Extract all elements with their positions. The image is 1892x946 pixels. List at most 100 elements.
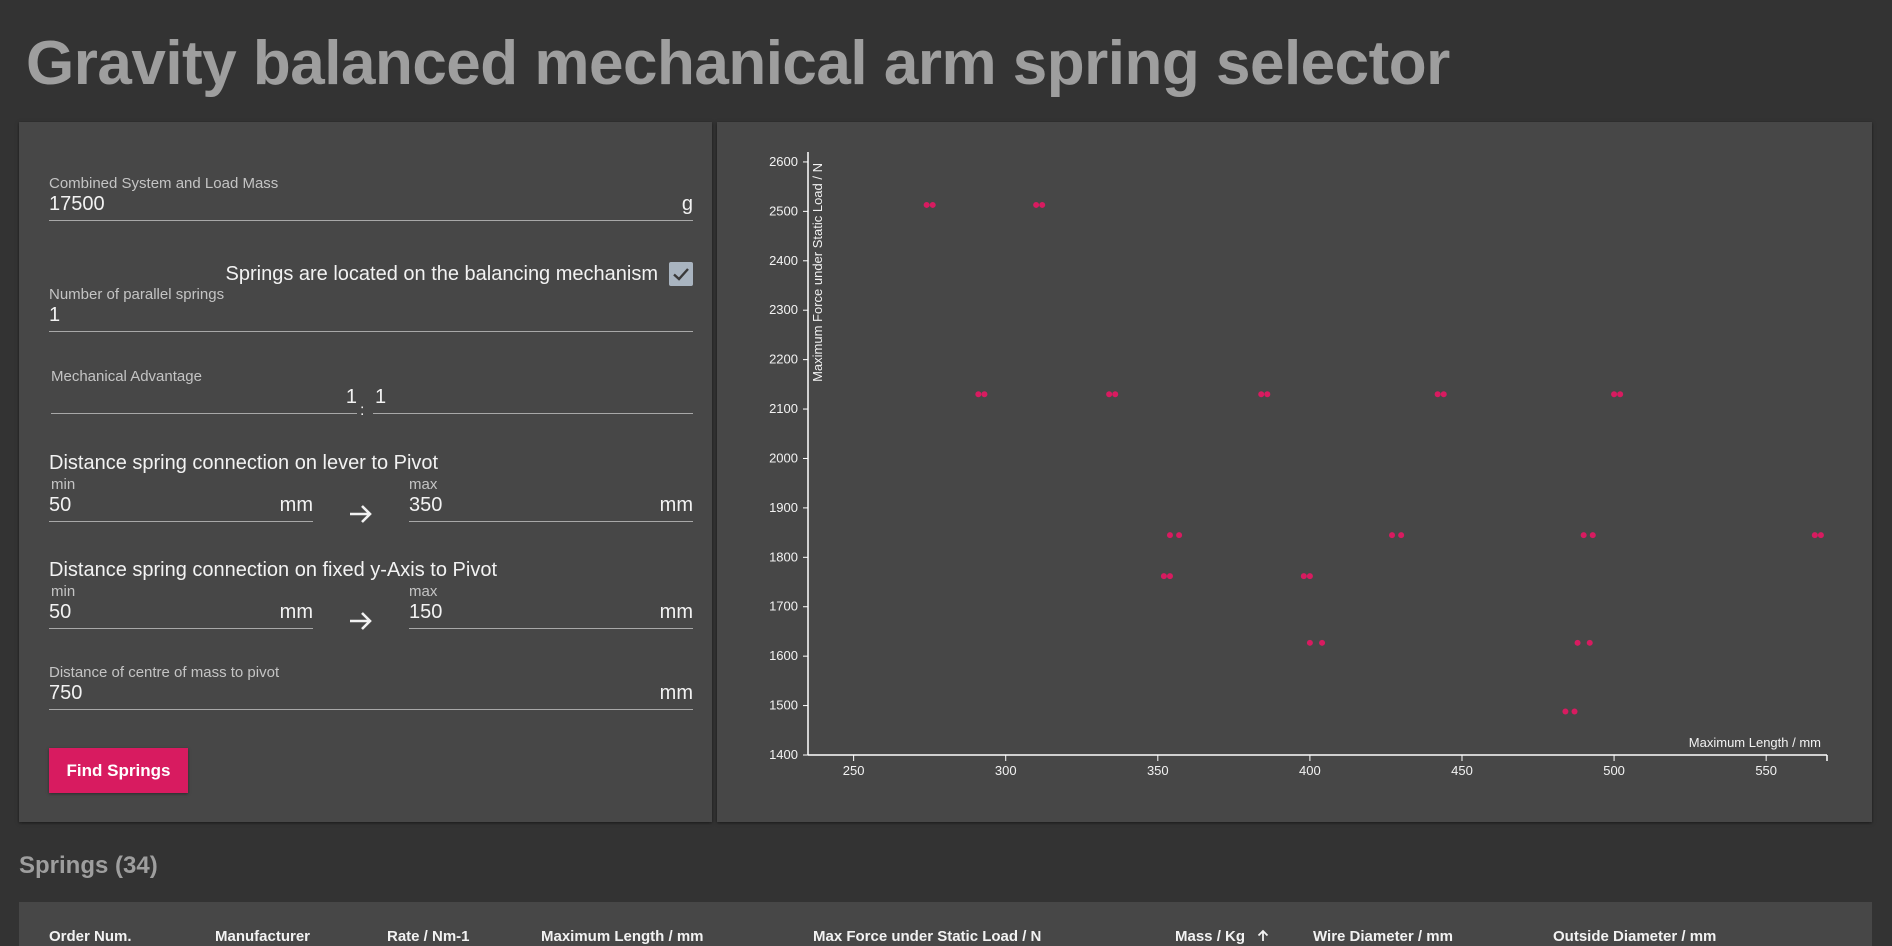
lever-min-value: 50 xyxy=(49,494,72,516)
column-outside-diameter[interactable]: Outside Diameter / mm xyxy=(1553,928,1717,945)
springs-on-mechanism-row[interactable]: Springs are located on the balancing mec… xyxy=(49,260,693,290)
arrow-right-icon xyxy=(350,612,372,630)
scatter-point xyxy=(1258,391,1265,398)
scatter-point xyxy=(1300,573,1307,580)
mechanical-advantage-right-input[interactable]: 1 xyxy=(373,384,693,414)
lever-min-field[interactable]: min 50 mm xyxy=(49,476,313,522)
lever-min-label: min xyxy=(51,476,76,493)
yaxis-max-input[interactable]: 150 mm xyxy=(409,599,693,629)
y-tick-label: 2100 xyxy=(769,401,798,416)
y-axis-label: Maximum Force under Static Load / N xyxy=(810,163,825,382)
yaxis-max-label: max xyxy=(409,583,438,600)
springs-on-mechanism-label: Springs are located on the balancing mec… xyxy=(225,263,658,285)
scatter-point xyxy=(923,201,930,208)
y-tick-label: 1400 xyxy=(769,747,798,762)
lever-max-value: 350 xyxy=(409,494,443,516)
column-order-num[interactable]: Order Num. xyxy=(49,928,132,945)
column-rate[interactable]: Rate / Nm-1 xyxy=(387,928,470,945)
scatter-point xyxy=(1440,391,1447,398)
yaxis-min-input[interactable]: 50 mm xyxy=(49,599,313,629)
scatter-point xyxy=(1106,391,1113,398)
parallel-springs-label: Number of parallel springs xyxy=(49,286,225,303)
scatter-point xyxy=(1039,201,1046,208)
scatter-point xyxy=(1264,391,1271,398)
lever-max-field[interactable]: max 350 mm xyxy=(409,476,693,522)
yaxis-max-unit: mm xyxy=(659,601,693,623)
scatter-point xyxy=(1571,708,1578,715)
mass-value: 17500 xyxy=(49,193,105,215)
mechanical-advantage-separator: : xyxy=(360,402,365,419)
y-tick-label: 2000 xyxy=(769,450,798,465)
parameters-panel: Combined System and Load Mass 17500 g Sp… xyxy=(19,122,712,822)
column-max-length[interactable]: Maximum Length / mm xyxy=(541,928,704,945)
yaxis-max-value: 150 xyxy=(409,601,443,623)
scatter-point xyxy=(1398,532,1405,539)
scatter-point xyxy=(1580,532,1587,539)
page-title: Gravity balanced mechanical arm spring s… xyxy=(26,29,1450,98)
mass-field[interactable]: Combined System and Load Mass 17500 g xyxy=(49,175,693,221)
x-tick-label: 350 xyxy=(1147,763,1169,778)
scatter-point xyxy=(1160,573,1167,580)
lever-min-input[interactable]: 50 mm xyxy=(49,492,313,522)
centre-mass-field[interactable]: Distance of centre of mass to pivot 750 … xyxy=(49,664,693,710)
scatter-point xyxy=(1589,532,1596,539)
yaxis-min-field[interactable]: min 50 mm xyxy=(49,583,313,629)
scatter-point xyxy=(1389,532,1396,539)
scatter-point xyxy=(981,391,988,398)
lever-distance-title: Distance spring connection on lever to P… xyxy=(49,452,439,474)
scatter-point xyxy=(1811,532,1818,539)
scatter-point xyxy=(1817,532,1824,539)
lever-min-unit: mm xyxy=(279,494,313,516)
arrow-right-icon xyxy=(350,505,372,523)
yaxis-min-value: 50 xyxy=(49,601,72,623)
mechanical-advantage-left-input[interactable]: 1 xyxy=(51,384,357,414)
centre-mass-value: 750 xyxy=(49,682,83,704)
yaxis-max-field[interactable]: max 150 mm xyxy=(409,583,693,629)
centre-mass-label: Distance of centre of mass to pivot xyxy=(49,664,280,681)
yaxis-min-label: min xyxy=(51,583,76,600)
parallel-springs-input[interactable]: 1 xyxy=(49,302,693,332)
y-tick-label: 1900 xyxy=(769,500,798,515)
scatter-point xyxy=(1611,391,1618,398)
scatter-point xyxy=(1033,201,1040,208)
x-tick-label: 400 xyxy=(1299,763,1321,778)
scatter-point xyxy=(1574,639,1581,646)
centre-mass-input[interactable]: 750 mm xyxy=(49,680,693,710)
y-tick-label: 1800 xyxy=(769,549,798,564)
lever-max-unit: mm xyxy=(659,494,693,516)
x-axis-label: Maximum Length / mm xyxy=(1689,735,1821,750)
centre-mass-unit: mm xyxy=(659,682,693,704)
y-tick-label: 2600 xyxy=(769,154,798,169)
mechanical-advantage-right-value: 1 xyxy=(375,386,387,408)
mass-unit: g xyxy=(681,193,693,215)
springs-on-mechanism-checkbox[interactable] xyxy=(669,262,693,286)
mass-label: Combined System and Load Mass xyxy=(49,175,279,192)
arrow-up-icon xyxy=(1258,929,1269,941)
find-springs-button[interactable]: Find Springs xyxy=(49,748,188,793)
x-tick-label: 250 xyxy=(843,763,865,778)
springs-table: Order Num. Manufacturer Rate / Nm-1 Maxi… xyxy=(19,902,1872,946)
mechanical-advantage-left-value: 1 xyxy=(345,386,357,408)
scatter-point xyxy=(929,201,936,208)
parallel-springs-field[interactable]: Number of parallel springs 1 xyxy=(49,286,693,332)
yaxis-min-unit: mm xyxy=(279,601,313,623)
yaxis-distance-title: Distance spring connection on fixed y-Ax… xyxy=(49,559,497,581)
y-tick-label: 2500 xyxy=(769,203,798,218)
mass-input[interactable]: 17500 g xyxy=(49,191,693,221)
lever-max-input[interactable]: 350 mm xyxy=(409,492,693,522)
check-icon xyxy=(673,268,689,281)
column-mass[interactable]: Mass / Kg xyxy=(1175,928,1269,945)
scatter-point xyxy=(975,391,982,398)
column-wire-diameter[interactable]: Wire Diameter / mm xyxy=(1313,928,1453,945)
parallel-springs-value: 1 xyxy=(49,304,61,326)
scatter-point xyxy=(1166,573,1173,580)
x-tick-label: 300 xyxy=(995,763,1017,778)
scatter-point xyxy=(1586,639,1593,646)
scatter-point xyxy=(1176,532,1183,539)
mechanical-advantage-field: Mechanical Advantage 1 : 1 xyxy=(51,368,693,419)
column-max-force[interactable]: Max Force under Static Load / N xyxy=(813,928,1042,945)
springs-heading: Springs (34) xyxy=(19,852,158,879)
column-manufacturer[interactable]: Manufacturer xyxy=(215,928,311,945)
scatter-point xyxy=(1617,391,1624,398)
mechanical-advantage-label: Mechanical Advantage xyxy=(51,368,202,385)
